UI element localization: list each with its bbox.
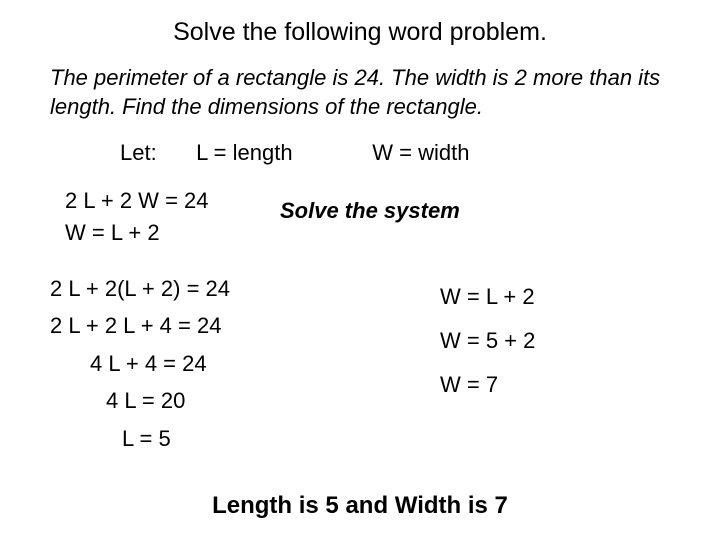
page-title: Solve the following word problem. (0, 18, 720, 47)
right-step-3: W = 7 (440, 363, 535, 407)
let-line: Let: L = length W = width (120, 140, 469, 166)
problem-statement: The perimeter of a rectangle is 24. The … (50, 64, 670, 121)
left-step-1: 2 L + 2(L + 2) = 24 (50, 270, 230, 307)
work-right-column: W = L + 2 W = 5 + 2 W = 7 (440, 275, 535, 407)
let-label: Let: (120, 140, 190, 166)
final-answer: Length is 5 and Width is 7 (0, 492, 720, 520)
system-eq-2: W = L + 2 (65, 217, 209, 249)
left-step-4: 4 L = 20 (106, 382, 230, 419)
left-step-2: 2 L + 2 L + 4 = 24 (50, 307, 230, 344)
right-step-1: W = L + 2 (440, 275, 535, 319)
solve-system-label: Solve the system (280, 198, 460, 224)
equation-system: 2 L + 2 W = 24 W = L + 2 (65, 185, 209, 249)
right-step-2: W = 5 + 2 (440, 319, 535, 363)
system-eq-1: 2 L + 2 W = 24 (65, 185, 209, 217)
let-w-definition: W = width (372, 140, 469, 166)
let-l-definition: L = length (196, 140, 366, 166)
left-step-3: 4 L + 4 = 24 (90, 345, 230, 382)
work-left-column: 2 L + 2(L + 2) = 24 2 L + 2 L + 4 = 24 4… (50, 270, 230, 457)
left-step-5: L = 5 (122, 420, 230, 457)
